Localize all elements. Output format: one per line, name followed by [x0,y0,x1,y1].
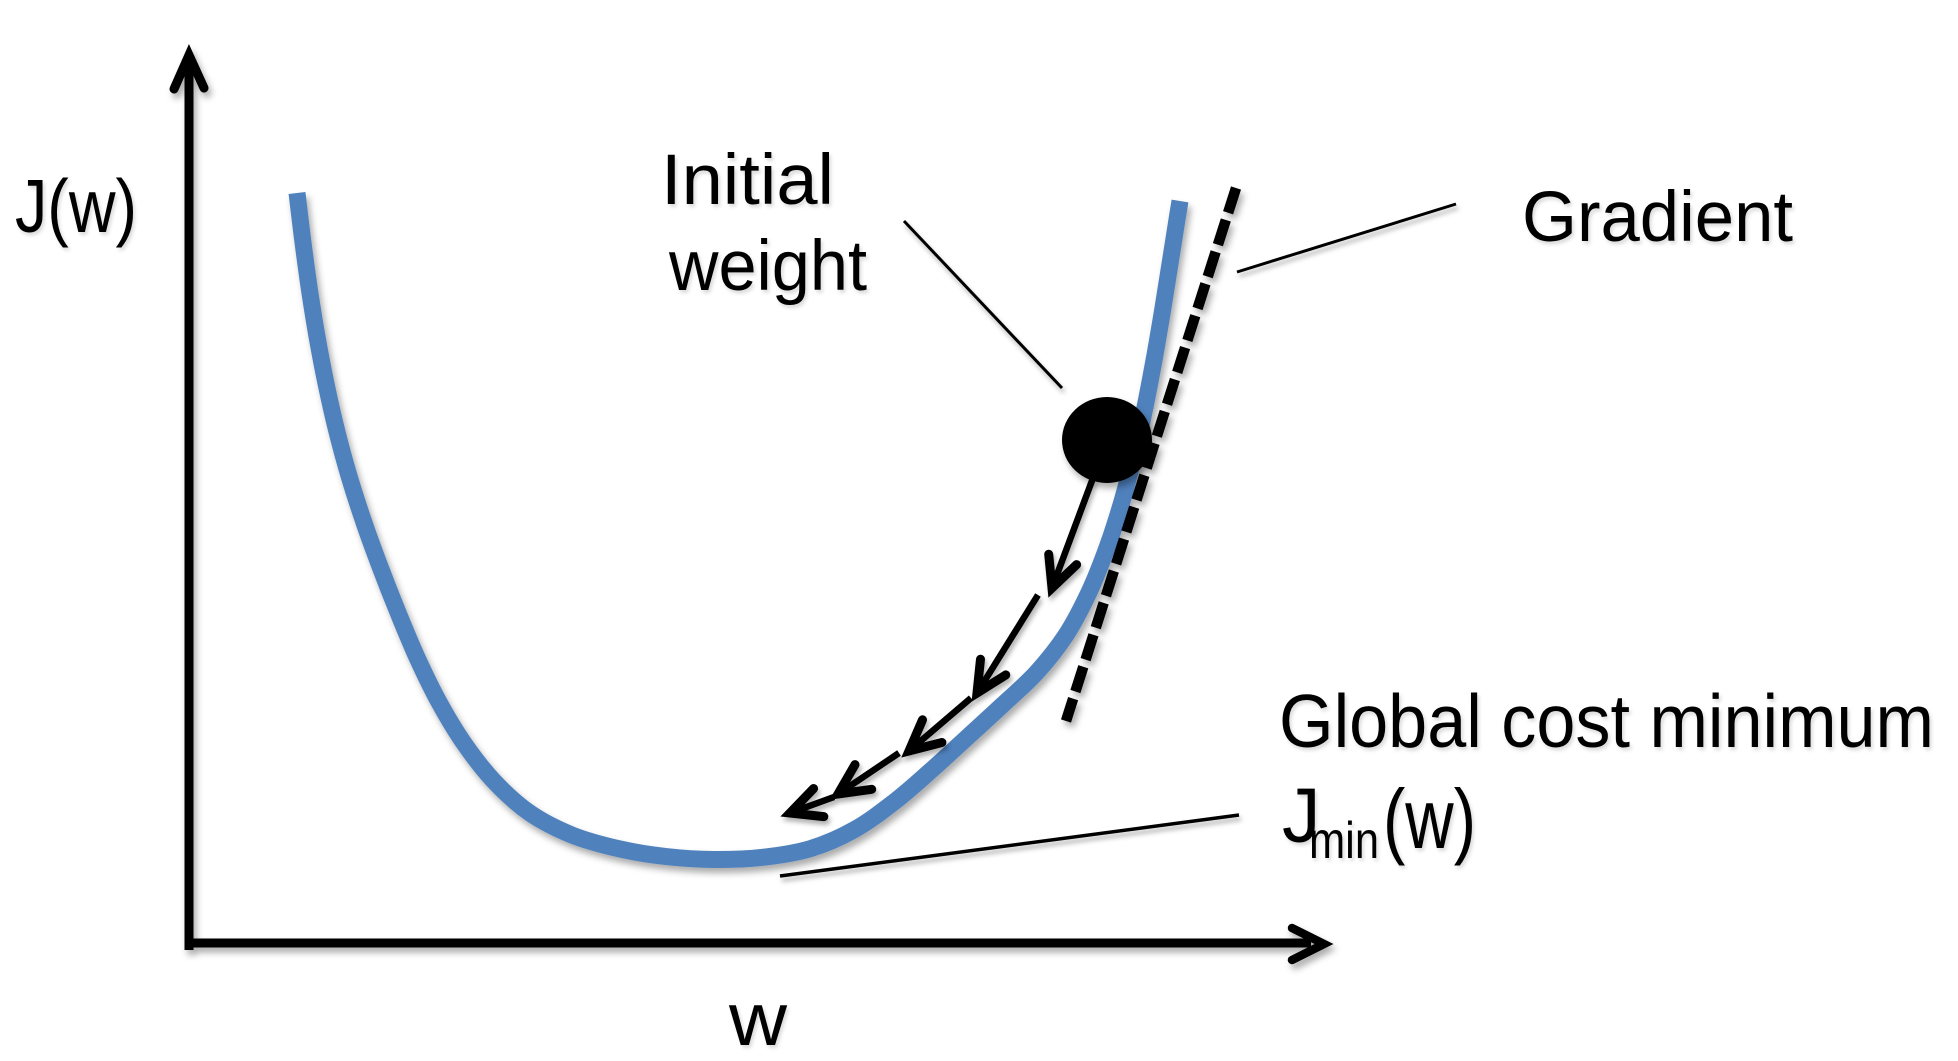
svg-text:weight: weight [668,227,867,306]
svg-text:min: min [1309,812,1379,870]
svg-text:J: J [1282,773,1321,859]
svg-text:Global cost minimum: Global cost minimum [1279,679,1934,763]
svg-text:J(w): J(w) [15,164,137,248]
svg-text:Initial: Initial [661,141,834,220]
svg-text:Gradient: Gradient [1522,178,1793,257]
svg-text:w: w [728,977,788,1061]
svg-text:(w): (w) [1383,772,1476,866]
